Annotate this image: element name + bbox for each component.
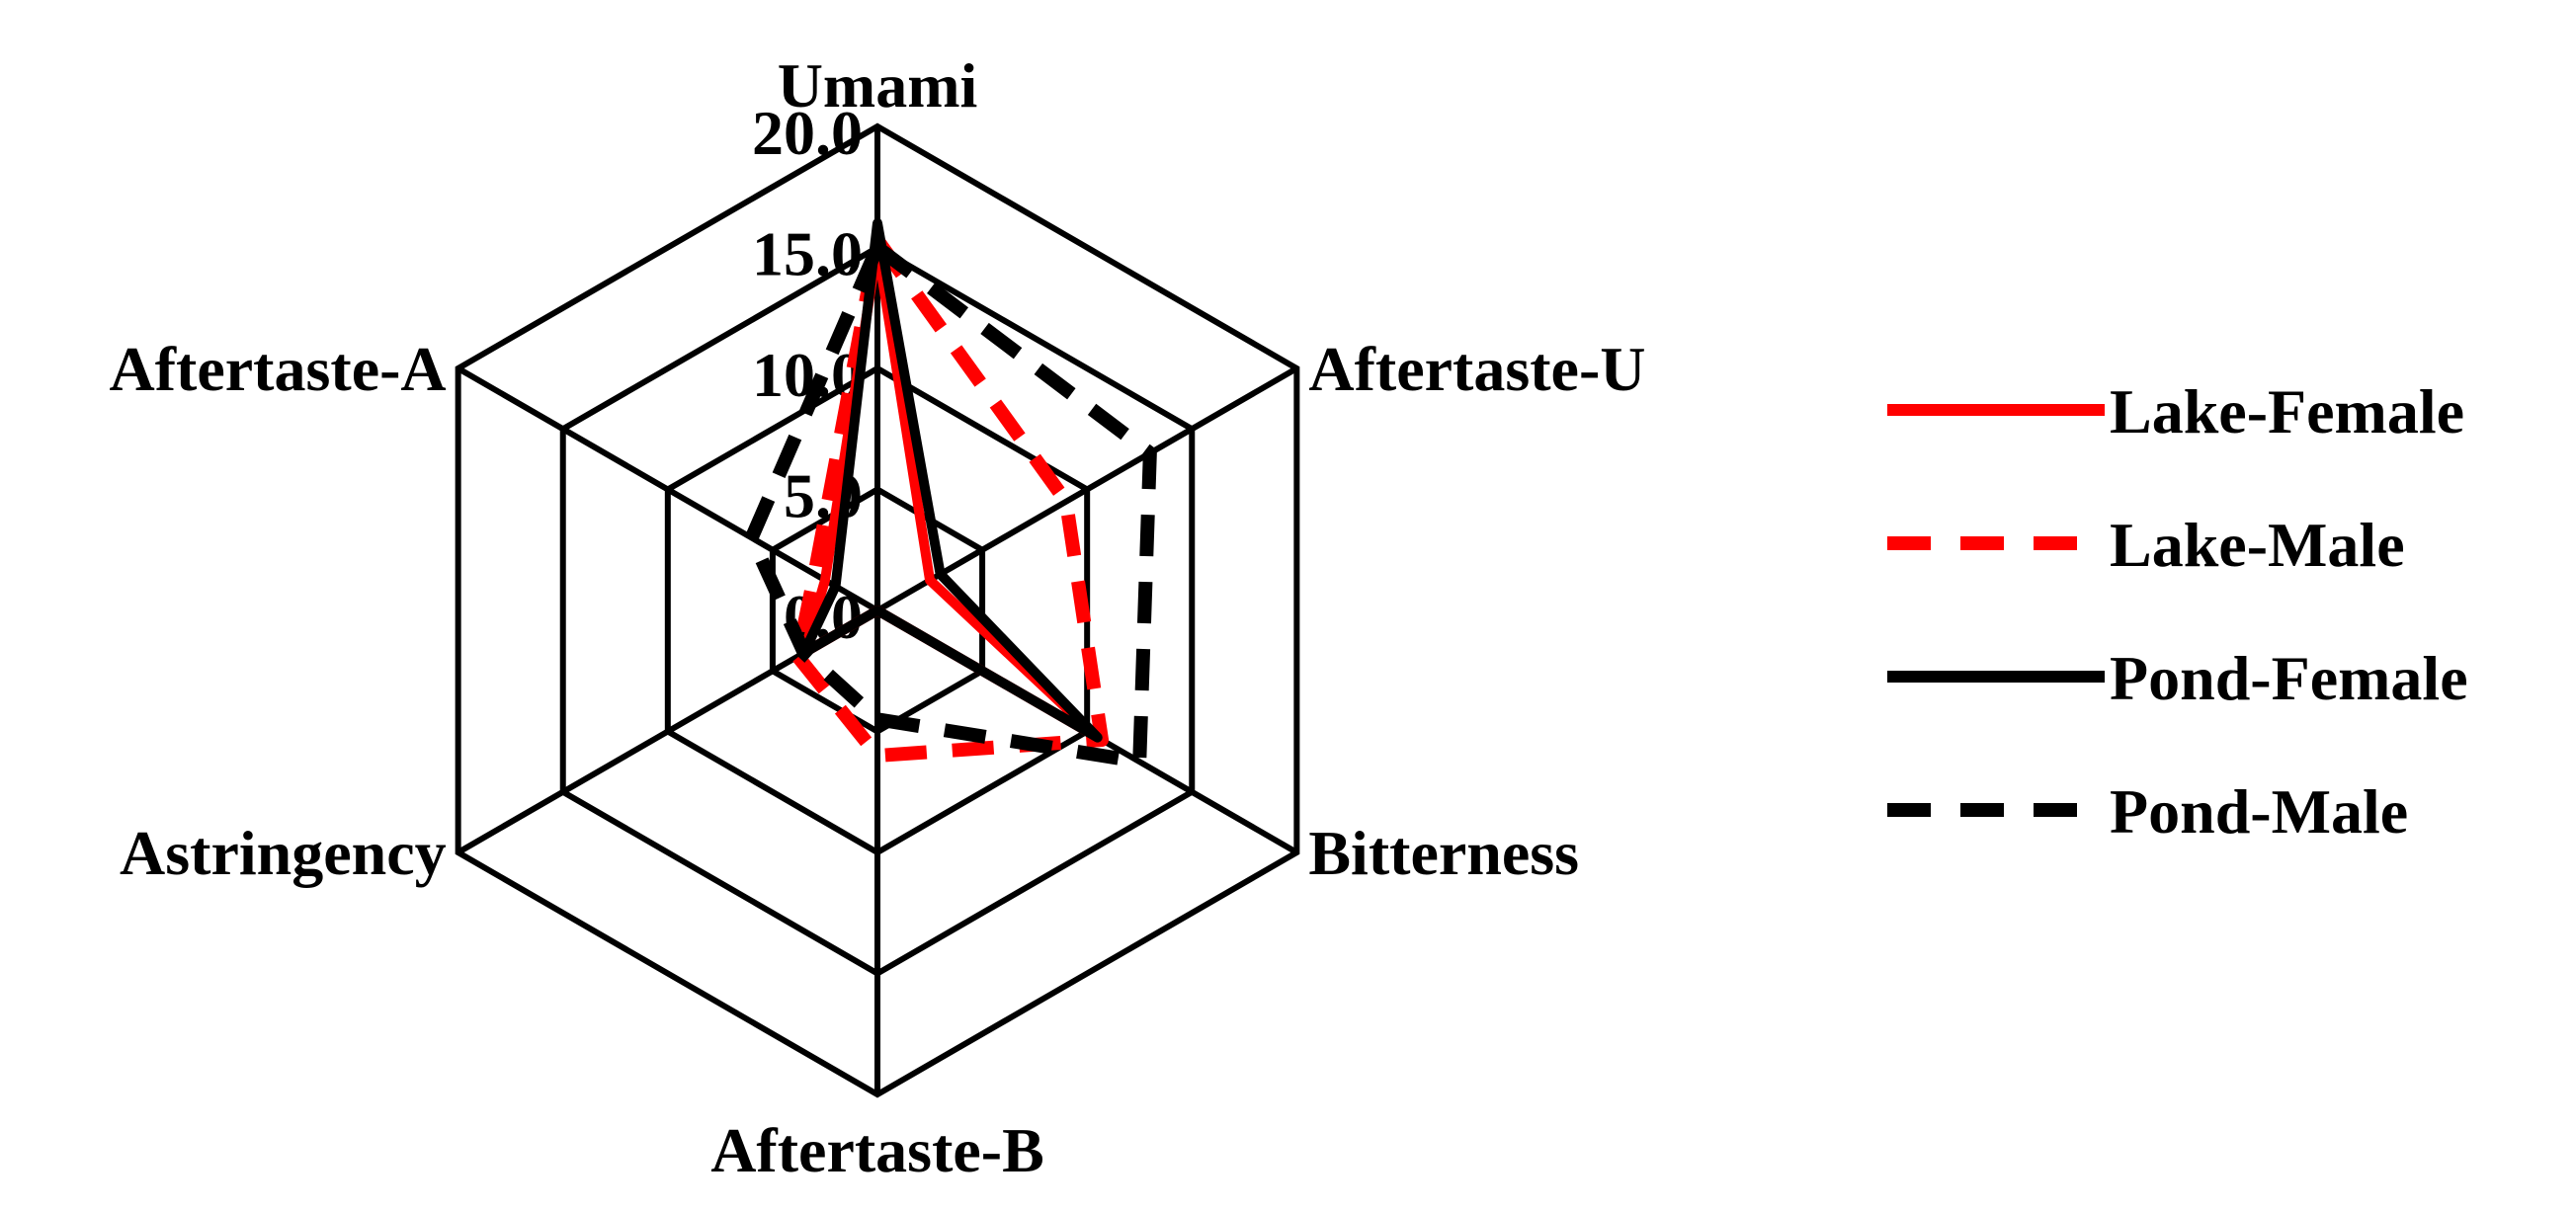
grid-spoke: [875, 365, 1298, 613]
axis-labels: Umami Aftertaste-U Bitterness Aftertaste-B A…: [110, 50, 1646, 1185]
legend-label: Pond-Female: [2110, 643, 2468, 713]
axis-label: Astringency: [120, 818, 447, 888]
legend-label: Pond-Male: [2110, 776, 2408, 847]
grid-spoke: [457, 365, 879, 613]
legend-label: Lake-Male: [2110, 510, 2405, 580]
tick-label: 15.0: [752, 219, 863, 289]
axis-label: Aftertaste-B: [710, 1115, 1044, 1185]
tick-label: 20.0: [752, 98, 863, 168]
axis-label: Umami: [778, 50, 978, 121]
series-lines: [744, 218, 1157, 769]
series-line: [744, 240, 1157, 769]
radar-grid: [455, 122, 1300, 1098]
series-line: [798, 218, 1103, 743]
axis-label: Bitterness: [1308, 818, 1579, 888]
axis-label: Aftertaste-U: [1308, 334, 1645, 404]
axis-label: Aftertaste-A: [110, 334, 447, 404]
legend: Lake-Female Lake-Male Pond-Female Pond-Male: [1887, 376, 2468, 847]
legend-label: Lake-Female: [2110, 376, 2464, 446]
